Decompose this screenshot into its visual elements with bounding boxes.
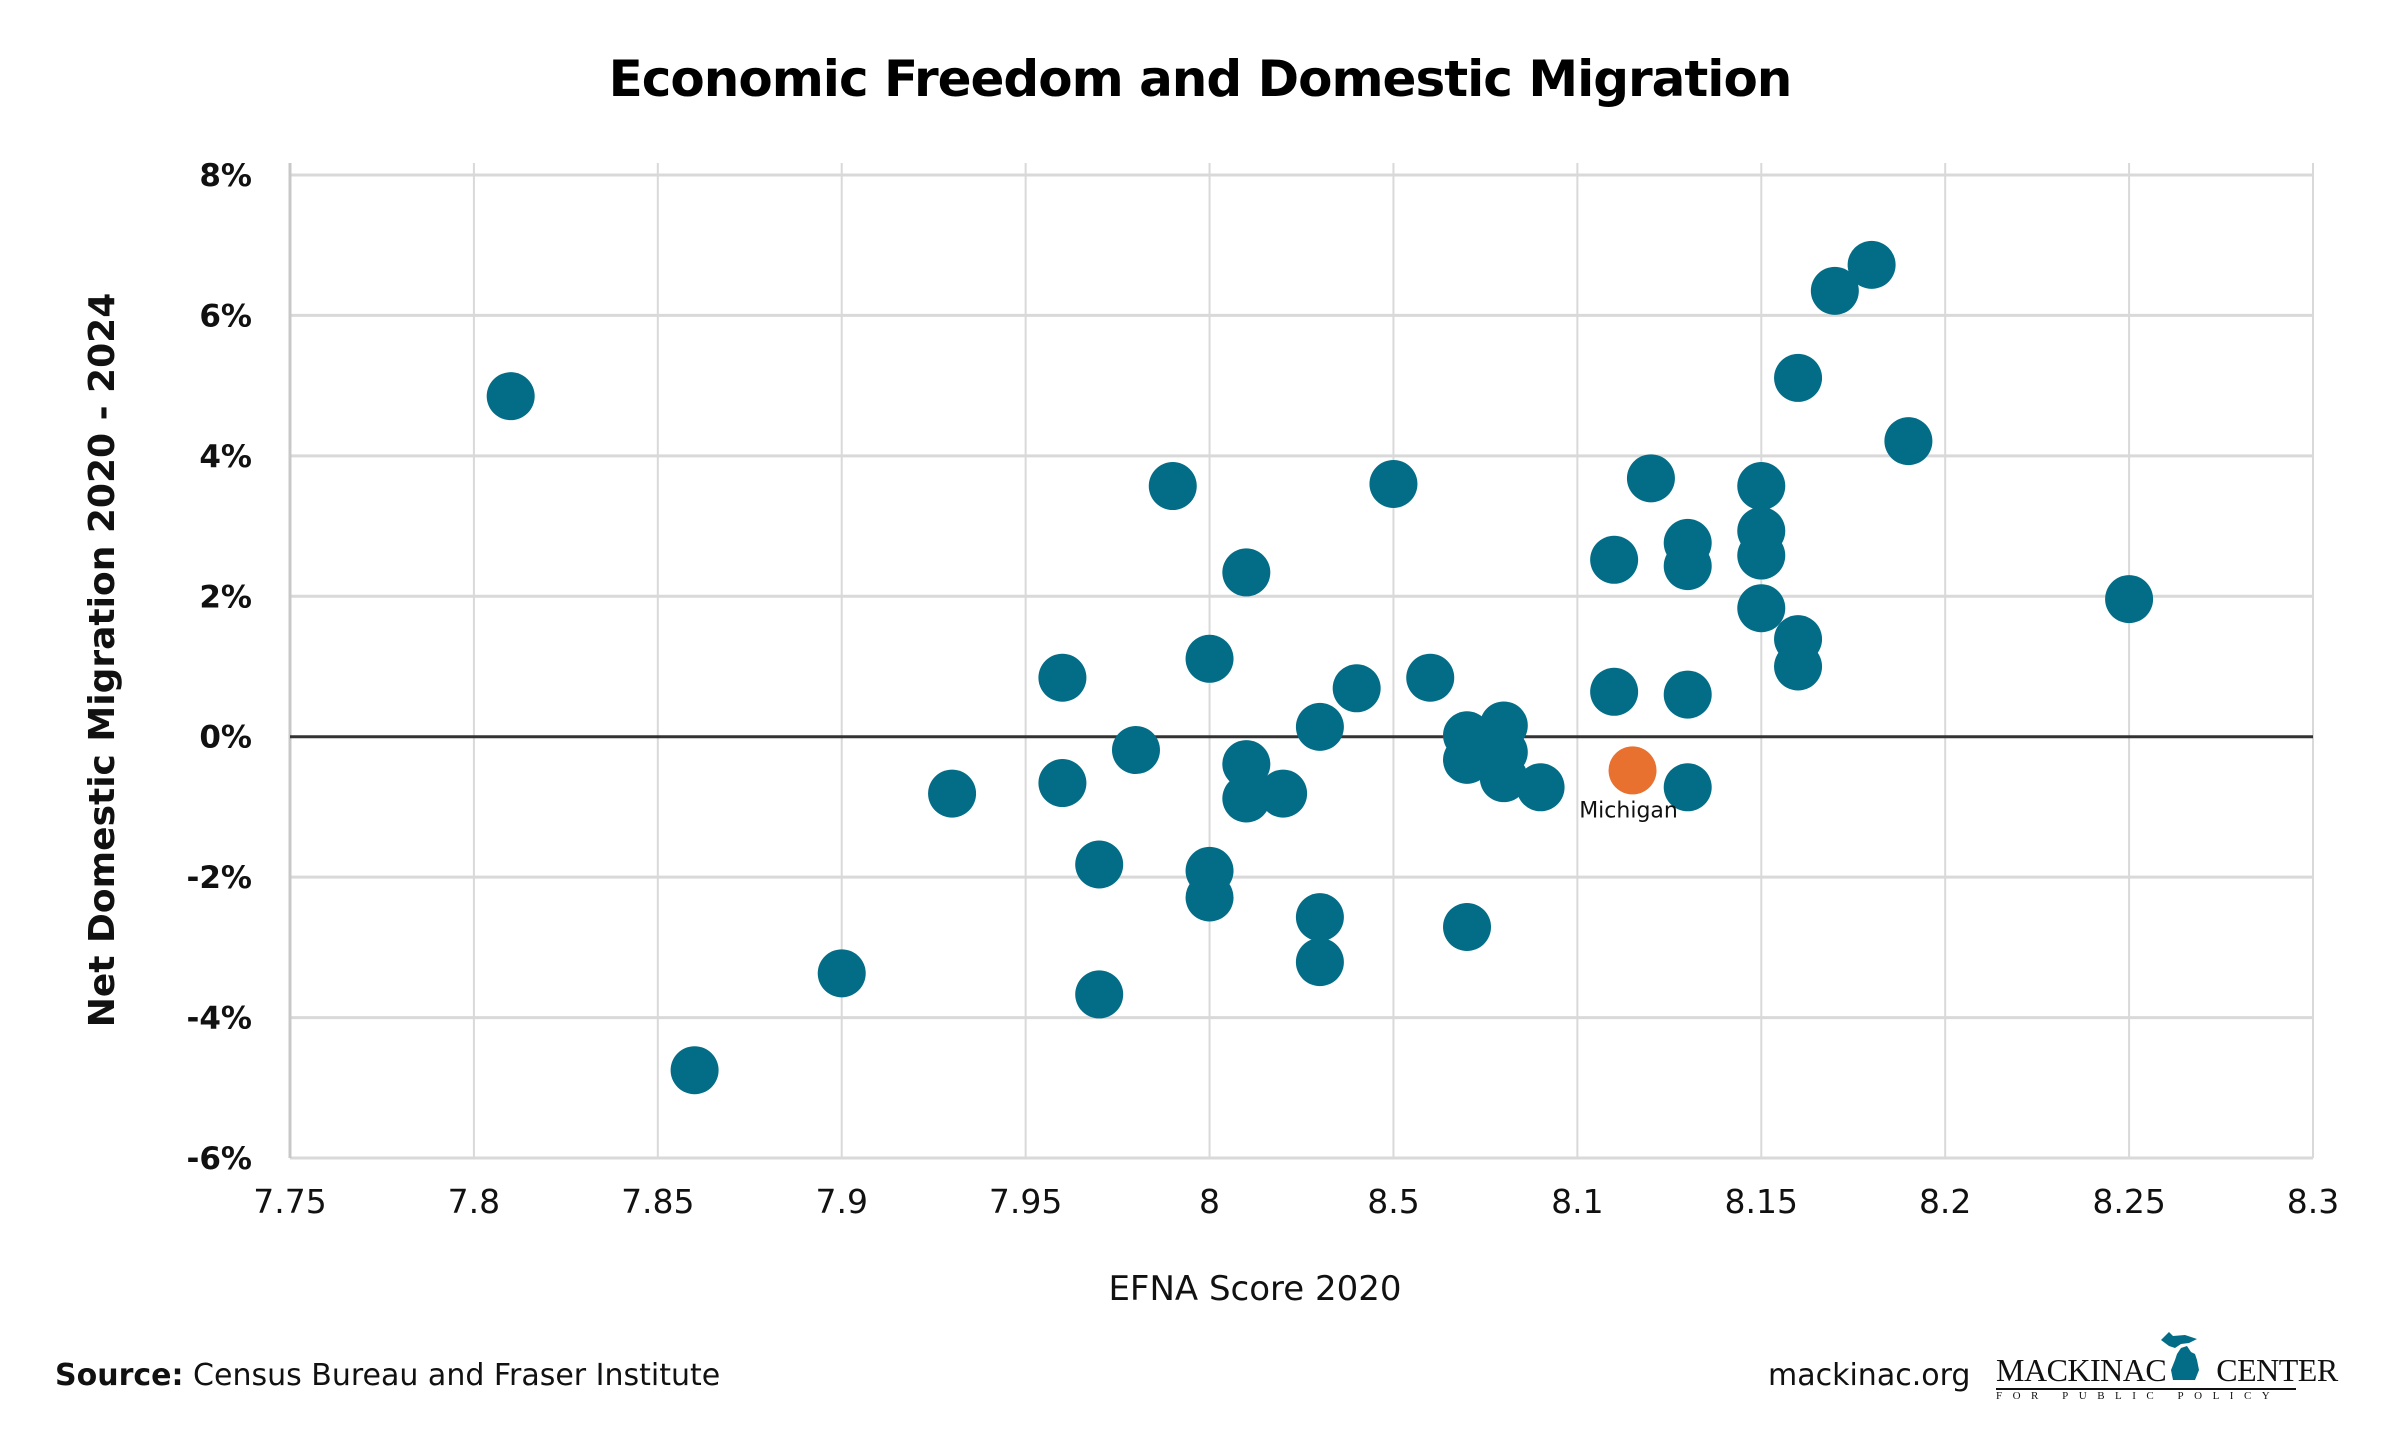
state-point (1185, 873, 1234, 922)
state-point (1847, 240, 1896, 289)
mackinac-center-logo: MACKINAC CENTER FOR PUBLIC POLICY (1996, 1330, 2338, 1402)
state-point (1185, 634, 1234, 683)
state-point (1259, 769, 1308, 818)
y-tick-labels: 8% 6% 4% 2% 0% -2% -4% -6% (187, 158, 253, 1177)
y-tick-label: 6% (199, 298, 252, 334)
logo-subtitle: FOR PUBLIC POLICY (1996, 1390, 2281, 1402)
y-tick-label: -4% (187, 1001, 253, 1037)
site-link[interactable]: mackinac.org (1768, 1358, 1971, 1393)
state-point (1111, 726, 1160, 775)
state-point (1038, 653, 1087, 702)
vertical-gridlines (289, 163, 2314, 1158)
state-point (1663, 763, 1712, 812)
x-tick-labels: 7.75 7.8 7.85 7.9 7.95 8 8.5 8.1 8.15 8.2 8.25 8.3 (253, 1182, 2339, 1221)
logo-text-left: MACKINAC (1996, 1352, 2167, 1388)
y-tick-label: -6% (187, 1141, 253, 1177)
state-point (1884, 417, 1933, 466)
state-point (1590, 535, 1639, 584)
source-text: Census Bureau and Fraser Institute (193, 1358, 721, 1393)
state-point (1737, 462, 1786, 511)
state-point (1038, 759, 1087, 808)
state-point (1295, 893, 1344, 942)
x-tick-label: 8.25 (2092, 1182, 2165, 1221)
state-point (1443, 902, 1492, 951)
state-point (1222, 774, 1271, 823)
y-tick-label: 2% (199, 579, 252, 615)
y-tick-label: 8% (199, 158, 252, 194)
y-tick-label: 0% (199, 720, 252, 756)
data-points: Michigan (486, 240, 2154, 1095)
state-point (486, 372, 535, 421)
state-point (1406, 653, 1455, 702)
state-point (1295, 938, 1344, 987)
source-label: Source: (55, 1358, 184, 1393)
x-tick-label: 7.8 (448, 1182, 500, 1221)
x-tick-label: 7.9 (815, 1182, 867, 1221)
x-tick-label: 8.2 (1919, 1182, 1971, 1221)
state-point (1479, 754, 1528, 803)
state-point (1626, 454, 1675, 503)
x-tick-label: 7.75 (253, 1182, 326, 1221)
michigan-label: Michigan (1579, 798, 1678, 823)
state-point (1774, 353, 1823, 402)
state-point (1737, 584, 1786, 633)
x-tick-label: 7.85 (621, 1182, 694, 1221)
michigan-map-icon (2161, 1332, 2199, 1380)
state-point (1222, 548, 1271, 597)
y-tick-label: 4% (199, 439, 252, 475)
state-point (1148, 462, 1197, 511)
axes (288, 163, 2313, 1158)
state-point (1590, 667, 1639, 716)
x-tick-label: 8.1 (1551, 1182, 1603, 1221)
logo-divider (1996, 1388, 2296, 1390)
x-tick-label: 8.5 (1367, 1182, 1419, 1221)
horizontal-gridlines (290, 173, 2313, 1160)
state-point (928, 769, 977, 818)
state-point (817, 949, 866, 998)
x-tick-label: 8 (1199, 1182, 1220, 1221)
state-point (1222, 740, 1271, 789)
state-point (2105, 575, 2154, 624)
state-point (1737, 531, 1786, 580)
state-point (1075, 840, 1124, 889)
state-point (1295, 702, 1344, 751)
y-tick-label: -2% (187, 860, 253, 896)
state-point (1516, 763, 1565, 812)
state-point (1443, 735, 1492, 784)
state-point (1663, 670, 1712, 719)
x-tick-label: 7.95 (989, 1182, 1062, 1221)
state-point (1810, 266, 1859, 315)
x-tick-label: 8.3 (2287, 1182, 2339, 1221)
x-axis-title: EFNA Score 2020 (1108, 1269, 1401, 1309)
state-point (1369, 459, 1418, 508)
state-point (1332, 664, 1381, 713)
logo-text-right: CENTER (2216, 1352, 2338, 1388)
state-point (1075, 970, 1124, 1019)
chart-title: Economic Freedom and Domestic Migration (608, 50, 1793, 108)
michigan-point (1608, 746, 1657, 795)
state-point (670, 1046, 719, 1095)
x-tick-label: 8.15 (1725, 1182, 1798, 1221)
source-note: Source: Census Bureau and Fraser Institu… (55, 1358, 720, 1393)
state-point (1663, 542, 1712, 591)
state-point (1774, 642, 1823, 691)
y-axis-title: Net Domestic Migration 2020 - 2024 (82, 293, 123, 1028)
